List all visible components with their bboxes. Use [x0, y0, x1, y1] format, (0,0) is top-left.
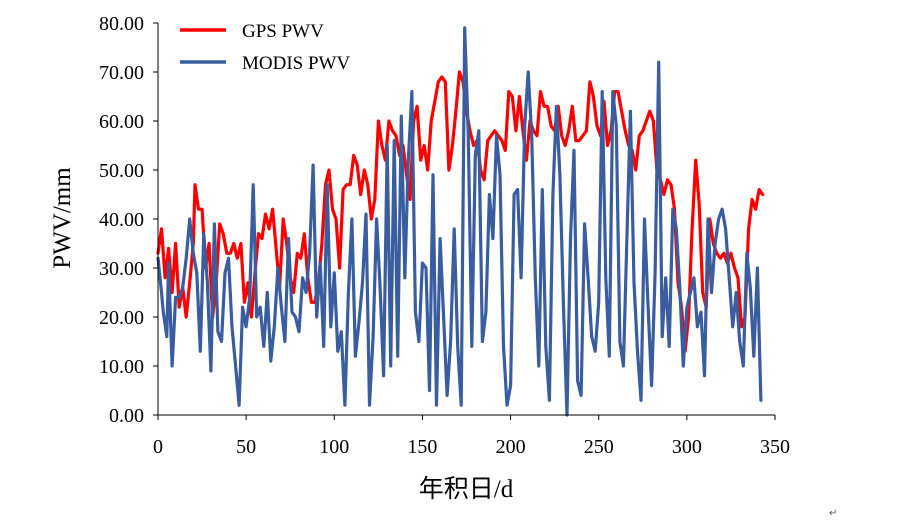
plot-lines — [156, 26, 765, 417]
y-tick-label: 60.00 — [99, 111, 144, 133]
y-axis-title: PWV/mm — [49, 167, 76, 269]
y-tick-label: 50.00 — [99, 160, 144, 182]
legend-label-gps-pwv: GPS PWV — [242, 21, 324, 42]
y-tick-label: 10.00 — [99, 356, 144, 378]
x-tick-label: 300 — [672, 436, 702, 458]
y-tick-label: 20.00 — [99, 307, 144, 329]
y-tick-label: 70.00 — [99, 62, 144, 84]
x-axis-title: 年积日/d — [419, 475, 514, 503]
x-tick-label: 150 — [407, 436, 437, 458]
legend: GPS PWV MODIS PWV — [180, 21, 350, 74]
x-tick-label: 50 — [236, 436, 256, 458]
y-tick-label: 0.00 — [109, 405, 144, 427]
axes — [153, 22, 776, 420]
x-tick-label: 100 — [319, 436, 349, 458]
tick-labels: 0.00 10.00 20.00 30.00 40.00 50.00 60.00 70.00 8… — [99, 13, 790, 458]
series-line-modis-pwv — [156, 26, 763, 417]
return-mark: ↵ — [829, 508, 838, 519]
y-tick-label: 80.00 — [99, 13, 144, 35]
x-tick-label: 350 — [760, 436, 790, 458]
y-tick-label: 30.00 — [99, 258, 144, 280]
x-tick-label: 200 — [496, 436, 526, 458]
y-tick-label: 40.00 — [99, 209, 144, 231]
x-tick-label: 0 — [153, 436, 163, 458]
legend-label-modis-pwv: MODIS PWV — [242, 53, 350, 74]
x-tick-label: 250 — [584, 436, 614, 458]
